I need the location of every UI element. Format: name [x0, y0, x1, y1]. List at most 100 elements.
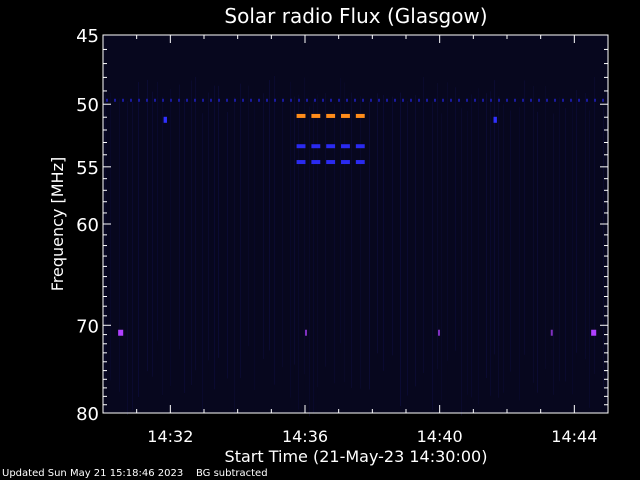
x-tick-label: 14:32: [147, 427, 193, 446]
noise-stripe: [533, 86, 534, 383]
x-tick-label: 14:36: [282, 427, 328, 446]
noise-stripe: [290, 81, 291, 398]
burst-segment: [326, 113, 336, 118]
noise-stripe: [294, 96, 295, 365]
noise-stripe: [537, 111, 538, 393]
burst-segment: [311, 113, 321, 118]
band-dot: [290, 98, 292, 102]
noise-stripe: [486, 93, 487, 379]
noise-stripe: [524, 80, 525, 355]
band-dot: [242, 98, 244, 102]
band-dot: [162, 98, 164, 102]
spectral-features: [106, 98, 604, 336]
footer: Updated Sun May 21 15:18:46 2023 BG subt…: [2, 468, 268, 480]
noise-stripe: [471, 94, 472, 398]
noise-stripe: [510, 110, 511, 372]
band-dot: [146, 98, 148, 102]
band-dot: [322, 98, 324, 102]
band-dot: [362, 98, 364, 102]
line-segment: [296, 160, 306, 165]
noise-stripe: [589, 110, 590, 408]
band-dot: [346, 98, 348, 102]
noise-stripe: [467, 110, 468, 395]
noise-stripe: [132, 101, 133, 411]
spot-mark: [550, 329, 553, 336]
burst-segment: [341, 113, 350, 118]
x-tick-label: 14:44: [551, 427, 597, 446]
noise-stripe: [191, 80, 192, 386]
noise-stripe: [494, 80, 495, 355]
noise-stripe: [313, 99, 314, 413]
plot-background: [103, 35, 608, 413]
noise-stripe: [105, 94, 106, 379]
noise-stripe: [298, 94, 299, 410]
noise-stripe: [594, 77, 595, 374]
band-dot: [410, 98, 412, 102]
band-dot: [170, 98, 172, 102]
y-tick-label: 45: [76, 26, 99, 47]
noise-stripe: [282, 101, 283, 368]
noise-stripe: [565, 108, 566, 382]
noise-stripe: [455, 87, 456, 351]
noise-stripe: [214, 85, 215, 390]
noise-stripe: [360, 96, 361, 389]
band-dot: [482, 98, 484, 102]
band-dot: [594, 98, 596, 102]
noise-stripe: [344, 82, 345, 383]
noise-stripe: [572, 99, 573, 395]
noise-stripe: [304, 77, 305, 375]
spot-mark: [163, 116, 167, 123]
band-dot: [330, 98, 332, 102]
noise-stripe: [392, 96, 393, 356]
y-axis: 45 50 55 60 70 80: [76, 26, 608, 425]
band-dot: [178, 98, 180, 102]
noise-stripe: [478, 88, 479, 405]
noise-stripe: [147, 79, 148, 372]
line-segment: [311, 144, 321, 149]
y-tick-label: 70: [76, 316, 99, 337]
noise-stripe: [208, 92, 209, 361]
x-axis-label: Start Time (21-May-23 14:30:00): [225, 447, 488, 466]
noise-stripe: [545, 86, 546, 369]
band-dot: [210, 98, 212, 102]
y-axis-label: Frequency [MHz]: [48, 157, 67, 291]
spot-mark: [305, 329, 307, 336]
noise-stripe: [170, 89, 171, 387]
noise-stripe: [423, 77, 424, 373]
noise-stripe: [498, 96, 499, 398]
noise-stripe: [447, 82, 448, 361]
noise-stripe: [227, 112, 228, 379]
band-dot: [338, 98, 340, 102]
noise-stripe: [274, 75, 275, 385]
band-dot: [218, 98, 220, 102]
band-dot: [258, 98, 260, 102]
noise-stripe: [179, 84, 180, 350]
band-dot: [450, 98, 452, 102]
band-dot: [106, 98, 108, 102]
noise-stripe: [325, 93, 326, 367]
spot-mark: [118, 329, 124, 336]
noise-stripe: [234, 97, 235, 414]
band-dot: [578, 98, 580, 102]
y-tick-label: 55: [76, 158, 99, 179]
line-segment: [341, 160, 350, 165]
band-dot: [426, 98, 428, 102]
line-segment: [341, 144, 350, 149]
band-dot: [458, 98, 460, 102]
band-dot: [386, 98, 388, 102]
chart-title: Solar radio Flux (Glasgow): [224, 4, 487, 28]
noise-stripe: [269, 80, 270, 351]
noise-stripe: [119, 98, 120, 392]
spot-mark: [591, 329, 597, 336]
band-dot: [378, 98, 380, 102]
updated-timestamp: Updated Sun May 21 15:18:46 2023: [2, 468, 184, 479]
line-segment: [296, 144, 306, 149]
band-dot: [402, 98, 404, 102]
noise-stripe: [218, 85, 219, 358]
band-dot: [282, 98, 284, 102]
y-tick-label: 50: [76, 95, 99, 116]
band-dot: [602, 98, 604, 102]
noise-stripe: [519, 107, 520, 401]
noise-stripe: [437, 83, 438, 370]
noise-stripe: [377, 93, 378, 354]
